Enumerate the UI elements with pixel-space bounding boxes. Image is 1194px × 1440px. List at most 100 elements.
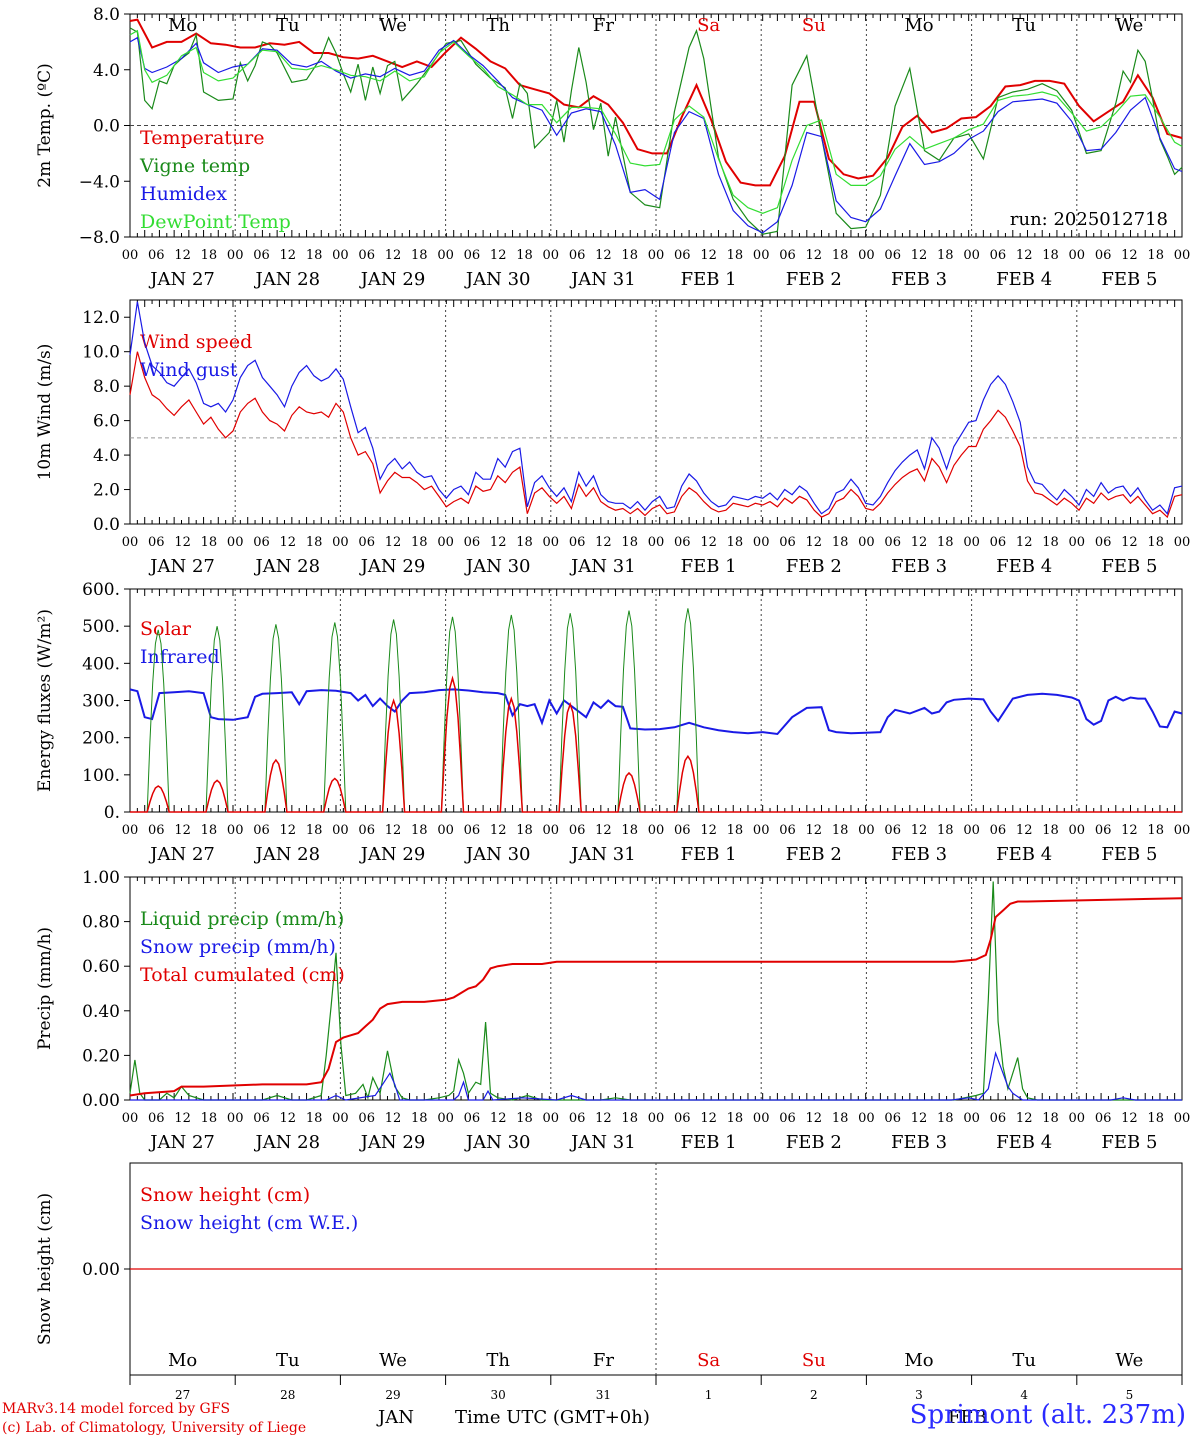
model-credit: MARv3.14 model forced by GFS [2, 1401, 231, 1417]
day-number-label: 2 [810, 1388, 818, 1402]
precip-hour-label: 18 [621, 1111, 638, 1126]
precip-hour-label: 06 [569, 1111, 586, 1126]
energy-hour-label: 00 [122, 823, 139, 838]
day-number-label: 31 [596, 1388, 611, 1402]
precip-hour-label: 00 [648, 1111, 665, 1126]
energy-day-label: JAN 31 [569, 844, 636, 865]
precip-hour-label: 12 [595, 1111, 612, 1126]
temperature-hour-label: 06 [148, 248, 165, 263]
energy-hour-label: 06 [253, 823, 270, 838]
wind-hour-label: 18 [306, 535, 323, 550]
energy-hour-label: 06 [990, 823, 1007, 838]
temperature-hour-label: 18 [201, 248, 218, 263]
day-number-label: 30 [491, 1388, 506, 1402]
energy-hour-label: 18 [411, 823, 428, 838]
temperature-ytick-label: 4.0 [93, 61, 120, 81]
precip-day-label: FEB 4 [996, 1132, 1052, 1153]
temperature-hour-label: 18 [1147, 248, 1164, 263]
precip-hour-label: 12 [385, 1111, 402, 1126]
precip-day-label: FEB 2 [786, 1132, 842, 1153]
wind-hour-label: 12 [700, 535, 717, 550]
weekday-label-bottom: Sa [697, 1350, 720, 1371]
energy-hour-label: 00 [227, 823, 244, 838]
temperature-legend-vigne: Vigne temp [139, 155, 250, 177]
weekday-label-bottom: Fr [593, 1350, 614, 1371]
lab-credit: (c) Lab. of Climatology, University of L… [2, 1420, 307, 1436]
temperature-hour-label: 00 [122, 248, 139, 263]
temperature-hour-label: 18 [937, 248, 954, 263]
wind-hour-label: 00 [227, 535, 244, 550]
day-number-label: 3 [915, 1388, 923, 1402]
precip-day-label: FEB 5 [1101, 1132, 1157, 1153]
precip-hour-label: 12 [700, 1111, 717, 1126]
wind-day-label: JAN 29 [359, 556, 426, 577]
energy-ytick-label: 500. [82, 617, 120, 637]
temperature-hour-label: 00 [437, 248, 454, 263]
energy-day-label: FEB 1 [681, 844, 737, 865]
energy-hour-label: 06 [569, 823, 586, 838]
energy-hour-label: 00 [963, 823, 980, 838]
temperature-day-label: JAN 27 [148, 269, 215, 290]
precip-hour-label: 18 [832, 1111, 849, 1126]
wind-hour-label: 18 [832, 535, 849, 550]
temperature-hour-label: 18 [1042, 248, 1059, 263]
precip-hour-label: 18 [516, 1111, 533, 1126]
wind-hour-label: 00 [963, 535, 980, 550]
energy-ytick-label: 400. [82, 654, 120, 674]
precip-hour-label: 06 [358, 1111, 375, 1126]
precip-hour-label: 00 [437, 1111, 454, 1126]
energy-day-label: JAN 29 [359, 844, 426, 865]
wind-ytick-label: 2.0 [93, 481, 120, 501]
energy-day-label: FEB 2 [786, 844, 842, 865]
energy-day-label: FEB 3 [891, 844, 947, 865]
wind-hour-label: 12 [280, 535, 297, 550]
wind-ylabel: 10m Wind (m/s) [35, 344, 55, 481]
precip-day-label: JAN 30 [464, 1132, 531, 1153]
wind-hour-label: 06 [253, 535, 270, 550]
wind-hour-label: 00 [437, 535, 454, 550]
temperature-hour-label: 12 [490, 248, 507, 263]
energy-hour-label: 12 [1121, 823, 1138, 838]
precip-hour-label: 00 [1174, 1111, 1191, 1126]
temperature-ytick-label: −8.0 [79, 228, 120, 248]
wind-day-label: FEB 3 [891, 556, 947, 577]
precip-hour-label: 12 [174, 1111, 191, 1126]
temperature-run-annotation: run: 2025012718 [1010, 209, 1168, 230]
wind-ytick-label: 4.0 [93, 446, 120, 466]
wind-hour-label: 12 [174, 535, 191, 550]
precip-series-cumulated [129, 897, 1183, 1097]
wind-hour-label: 00 [858, 535, 875, 550]
weekday-label-top: Tu [276, 15, 300, 36]
precip-hour-label: 12 [806, 1111, 823, 1126]
wind-hour-label: 18 [727, 535, 744, 550]
precip-legend-liquid: Liquid precip (mm/h) [140, 908, 344, 930]
energy-ytick-label: 200. [82, 729, 120, 749]
wind-hour-label: 06 [674, 535, 691, 550]
wind-hour-label: 12 [911, 535, 928, 550]
energy-hour-label: 00 [543, 823, 560, 838]
wind-hour-label: 06 [569, 535, 586, 550]
precip-hour-label: 18 [1147, 1111, 1164, 1126]
temperature-hour-label: 12 [911, 248, 928, 263]
precip-hour-label: 00 [753, 1111, 770, 1126]
weekday-label-bottom: We [1116, 1350, 1144, 1371]
day-number-label: 5 [1126, 1388, 1134, 1402]
precip-hour-label: 12 [490, 1111, 507, 1126]
wind-series-wind_gust [129, 301, 1183, 515]
wind-day-label: FEB 1 [681, 556, 737, 577]
temperature-day-label: FEB 2 [786, 269, 842, 290]
temperature-day-label: FEB 1 [681, 269, 737, 290]
energy-hour-label: 12 [280, 823, 297, 838]
weekday-label-bottom: Tu [276, 1350, 300, 1371]
precip-hour-label: 18 [306, 1111, 323, 1126]
energy-hour-label: 18 [1042, 823, 1059, 838]
precip-hour-label: 18 [201, 1111, 218, 1126]
wind-ytick-label: 12.0 [82, 308, 120, 328]
temperature-day-label: FEB 3 [891, 269, 947, 290]
temperature-hour-label: 00 [1174, 248, 1191, 263]
temperature-series-dewpoint [129, 29, 1183, 214]
wind-hour-label: 00 [122, 535, 139, 550]
month-label-jan: JAN [378, 1407, 414, 1428]
temperature-series-humidex [129, 36, 1183, 234]
wind-ytick-label: 6.0 [93, 412, 120, 432]
